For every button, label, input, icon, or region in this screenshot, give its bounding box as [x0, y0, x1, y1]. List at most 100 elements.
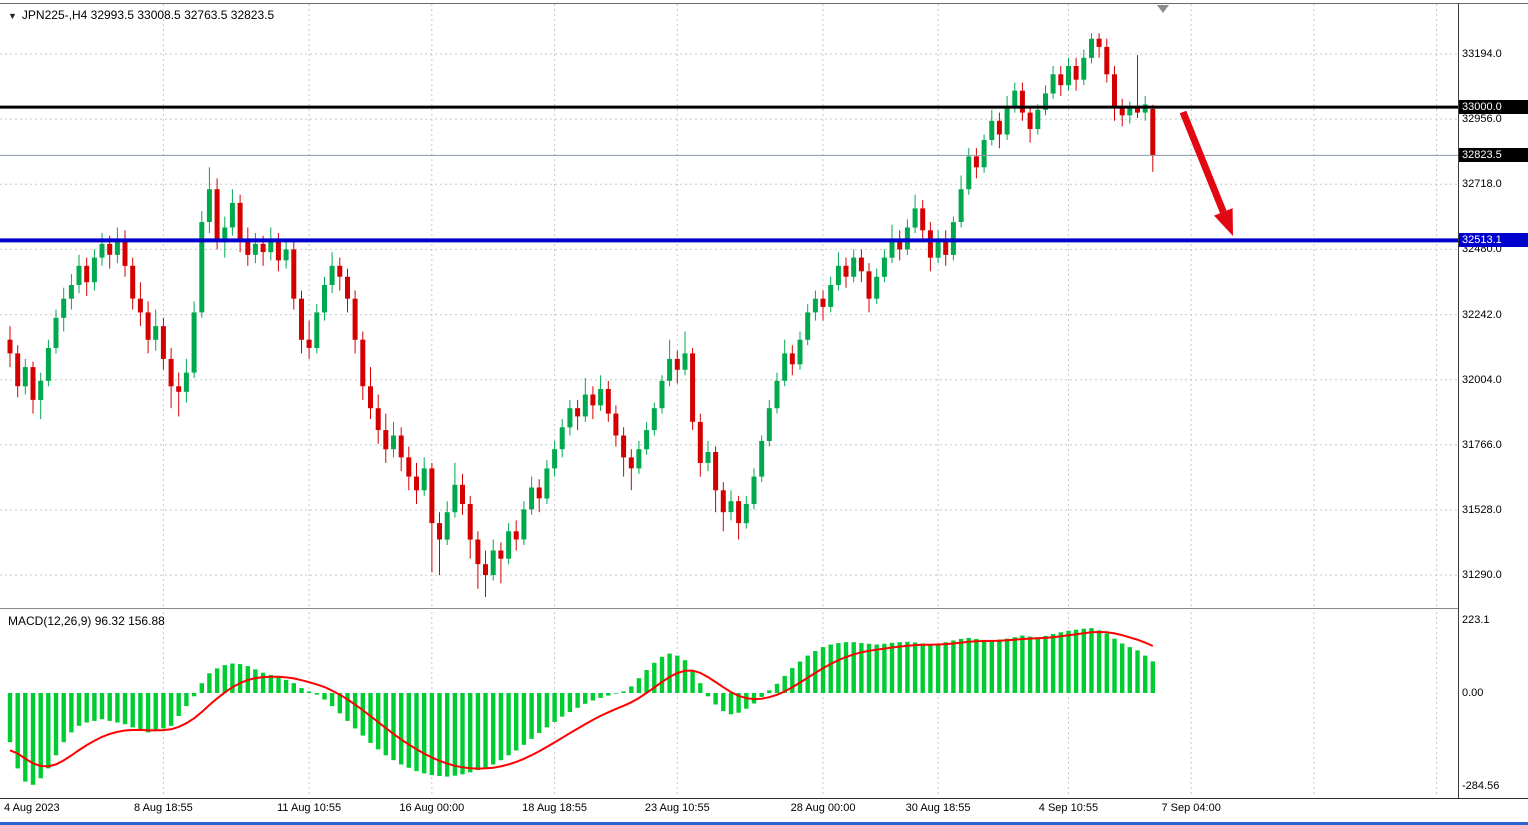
macd-histogram-bar — [613, 693, 619, 694]
ohlc-readout: 32993.5 33008.5 32763.5 32823.5 — [90, 8, 275, 22]
macd-histogram-bar — [414, 693, 419, 772]
macd-histogram-bar — [698, 683, 703, 693]
resistance-price-tag: 33000.0 — [1459, 100, 1528, 114]
indicator-values: 96.32 156.88 — [94, 614, 165, 628]
current-price-price-tag: 32823.5 — [1459, 148, 1528, 162]
candle — [68, 274, 74, 310]
candle — [743, 495, 749, 529]
candle — [1104, 38, 1110, 83]
macd-histogram-bar — [360, 693, 365, 736]
panel-separator[interactable] — [0, 608, 1458, 609]
macd-histogram-bar — [537, 693, 542, 733]
macd-histogram-bar — [514, 693, 519, 751]
candle — [805, 304, 811, 346]
candle — [866, 263, 872, 313]
candle — [191, 301, 197, 379]
macd-histogram-bar — [1120, 643, 1125, 693]
candle — [314, 304, 320, 354]
candle — [329, 252, 335, 294]
macd-histogram-bar — [283, 679, 289, 693]
macd-histogram-bar — [184, 693, 189, 707]
candle — [536, 479, 542, 513]
candle — [406, 446, 412, 491]
candle — [214, 178, 220, 250]
symbol-menu-icon[interactable]: ▼ — [8, 11, 17, 21]
candle — [306, 320, 312, 359]
macd-histogram-bar — [406, 693, 411, 768]
candle — [122, 230, 128, 277]
macd-histogram-bar — [138, 693, 143, 730]
macd-histogram-bar — [682, 660, 688, 693]
macd-histogram-bar — [590, 693, 596, 701]
macd-histogram-bar — [897, 642, 902, 693]
candle — [130, 257, 136, 310]
candle — [720, 482, 726, 532]
macd-histogram-bar — [805, 655, 810, 693]
price-axis-label: 32956.0 — [1462, 113, 1502, 125]
macd-histogram-bar — [130, 693, 135, 728]
candle — [996, 112, 1002, 149]
candle — [628, 449, 634, 491]
macd-histogram-bar — [920, 643, 925, 693]
candle — [437, 512, 442, 576]
macd-histogram-bar — [1050, 634, 1056, 693]
macd-histogram-bar — [1112, 638, 1117, 693]
price-axis-label: 33194.0 — [1462, 48, 1502, 60]
candle — [567, 400, 573, 436]
macd-histogram-bar — [475, 693, 481, 771]
macd-histogram-bar — [974, 638, 979, 693]
candle — [1035, 104, 1041, 135]
candle — [222, 216, 228, 258]
macd-histogram-bar — [912, 642, 918, 693]
macd-histogram-bar — [161, 693, 166, 729]
macd-histogram-bar — [598, 693, 603, 698]
candle — [1081, 49, 1087, 86]
macd-histogram-bar — [337, 693, 342, 714]
candle — [291, 241, 297, 310]
macd-histogram-bar — [621, 691, 626, 693]
macd-histogram-bar — [759, 693, 764, 697]
candle — [858, 249, 864, 283]
time-axis-line — [0, 798, 1528, 799]
candle — [452, 462, 458, 518]
macd-histogram-bar — [92, 693, 97, 721]
macd-histogram-bar — [429, 693, 435, 775]
candle — [475, 531, 481, 589]
candle — [966, 148, 972, 195]
candle — [91, 249, 97, 291]
candle — [1027, 107, 1033, 143]
price-chart-canvas[interactable] — [0, 0, 1458, 608]
candle — [7, 326, 13, 368]
shift-marker-icon[interactable] — [1157, 5, 1169, 13]
macd-canvas[interactable] — [0, 610, 1458, 798]
macd-histogram-bar — [399, 693, 404, 765]
candle — [559, 419, 565, 458]
candle — [99, 233, 105, 266]
candle — [690, 348, 696, 431]
candle — [659, 375, 665, 414]
sell-arrow-annotation[interactable] — [1179, 110, 1233, 236]
candle — [835, 252, 841, 291]
macd-histogram-bar — [705, 693, 711, 697]
macd-histogram-bar — [191, 693, 197, 697]
macd-histogram-bar — [774, 683, 780, 693]
macd-histogram-bar — [391, 693, 396, 761]
time-axis-label: 4 Aug 2023 — [4, 802, 60, 814]
candle — [76, 254, 82, 294]
candle — [973, 148, 979, 179]
macd-histogram-bar — [1066, 630, 1071, 693]
candle — [889, 224, 895, 264]
candle — [252, 233, 258, 264]
macd-histogram-bar — [636, 678, 642, 693]
macd-axis-label: 223.1 — [1462, 614, 1490, 626]
macd-histogram-bar — [966, 637, 971, 693]
macd-histogram-bar — [728, 693, 734, 715]
candle — [145, 301, 151, 354]
macd-histogram-bar — [61, 693, 66, 743]
macd-histogram-bar — [544, 693, 550, 728]
macd-histogram-bar — [176, 693, 181, 716]
price-axis-label: 31290.0 — [1462, 569, 1502, 581]
support-price-tag: 32513.1 — [1459, 233, 1528, 247]
candle — [114, 227, 120, 264]
macd-axis-label: 0.00 — [1462, 687, 1484, 699]
